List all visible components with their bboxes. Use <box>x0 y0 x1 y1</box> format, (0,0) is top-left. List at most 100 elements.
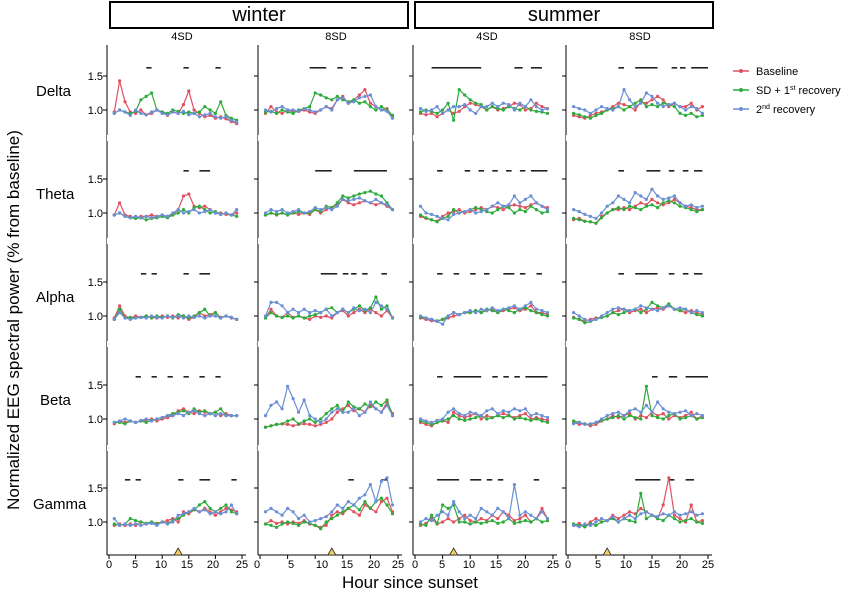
ytick-gamma-1-0: 1.0 <box>88 517 103 529</box>
data-point-rec2 <box>468 208 472 212</box>
data-point-sd <box>181 409 186 413</box>
data-point-sd <box>208 506 212 510</box>
data-point-sd <box>297 422 301 426</box>
data-point-rec2 <box>628 513 632 517</box>
data-point-rec2 <box>324 105 328 109</box>
data-point-sd <box>622 417 626 421</box>
data-point-baseline <box>594 517 598 521</box>
data-point-rec2 <box>700 111 705 115</box>
data-point-rec2 <box>313 309 317 313</box>
data-point-rec2 <box>605 204 609 208</box>
data-point-rec2 <box>441 322 445 326</box>
data-point-rec2 <box>572 105 576 109</box>
data-point-rec2 <box>695 309 699 313</box>
data-point-rec2 <box>600 211 604 215</box>
data-point-rec2 <box>363 493 367 497</box>
data-point-sd <box>219 407 223 411</box>
data-point-rec2 <box>352 197 356 201</box>
data-point-rec2 <box>457 105 461 109</box>
data-point-rec2 <box>330 208 334 212</box>
data-point-baseline <box>424 113 428 117</box>
data-point-rec2 <box>452 500 456 504</box>
data-point-rec2 <box>496 105 500 109</box>
data-point-rec2 <box>463 517 467 521</box>
data-point-rec2 <box>313 417 317 421</box>
data-point-baseline <box>672 513 677 517</box>
data-point-sd <box>346 196 350 200</box>
data-point-baseline <box>661 98 665 102</box>
data-point-rec2 <box>633 517 637 521</box>
data-point-sd <box>424 523 428 528</box>
ytick-gamma-1-5: 1.5 <box>88 483 103 495</box>
data-point-rec2 <box>672 101 677 105</box>
data-point-rec2 <box>656 400 660 404</box>
data-point-sd <box>689 111 693 115</box>
data-point-baseline <box>291 424 295 428</box>
data-point-sd <box>418 110 423 114</box>
data-point-rec2 <box>605 414 609 418</box>
data-point-sd <box>611 311 615 315</box>
data-point-sd <box>523 417 528 421</box>
data-point-rec2 <box>644 306 649 310</box>
data-point-rec2 <box>577 314 581 318</box>
data-point-rec2 <box>639 512 643 516</box>
data-point-sd <box>463 93 467 97</box>
data-point-sd <box>572 419 576 423</box>
data-point-rec2 <box>605 107 609 111</box>
data-point-rec2 <box>352 306 356 310</box>
data-point-rec2 <box>330 510 334 514</box>
data-point-rec2 <box>224 510 228 514</box>
data-point-baseline <box>667 417 671 421</box>
data-point-rec2 <box>430 317 434 321</box>
data-point-rec2 <box>297 517 301 521</box>
data-point-rec2 <box>667 304 671 308</box>
xtick-label: 5 <box>288 559 294 571</box>
data-point-rec2 <box>291 307 295 311</box>
data-point-baseline <box>452 314 456 318</box>
data-point-sd <box>144 420 148 424</box>
data-point-rec2 <box>656 194 660 198</box>
data-point-sd <box>611 208 615 212</box>
data-point-rec2 <box>667 103 671 107</box>
data-point-rec2 <box>672 307 677 311</box>
data-point-sd <box>144 218 148 222</box>
legend-label-rec2: 2nd recovery <box>756 104 816 116</box>
data-point-rec2 <box>600 314 604 318</box>
data-point-rec2 <box>435 319 439 323</box>
data-point-rec2 <box>280 304 284 308</box>
data-point-rec2 <box>341 96 345 100</box>
data-point-rec2 <box>346 101 350 105</box>
series-line-baseline <box>573 198 703 224</box>
data-point-rec2 <box>616 410 621 414</box>
data-point-rec2 <box>545 311 550 315</box>
data-point-rec2 <box>418 314 423 318</box>
data-point-rec2 <box>286 311 290 315</box>
legend-label-baseline: Baseline <box>756 66 798 78</box>
data-point-rec2 <box>529 414 533 418</box>
data-point-rec2 <box>689 203 693 207</box>
data-point-rec2 <box>203 210 207 214</box>
data-point-rec2 <box>235 317 239 321</box>
data-point-rec2 <box>197 115 201 119</box>
xtick-label: 0 <box>106 559 112 571</box>
dusk-marker-icon <box>448 547 459 556</box>
data-point-sd <box>313 420 317 424</box>
data-point-rec2 <box>452 311 456 315</box>
data-point-sd <box>357 101 361 105</box>
data-point-rec2 <box>363 94 367 98</box>
data-point-rec2 <box>335 98 339 102</box>
data-point-sd <box>628 414 632 418</box>
data-point-baseline <box>523 206 528 210</box>
data-point-rec2 <box>308 108 312 112</box>
data-point-baseline <box>523 108 528 112</box>
data-point-sd <box>583 115 587 119</box>
panel-alpha-summer-4sd <box>418 273 550 326</box>
data-point-rec2 <box>203 508 207 512</box>
data-point-rec2 <box>235 208 239 212</box>
data-point-sd <box>219 100 223 104</box>
data-point-rec2 <box>577 420 581 424</box>
data-point-sd <box>700 521 705 526</box>
data-point-rec2 <box>507 306 511 310</box>
data-point-rec2 <box>577 525 581 529</box>
